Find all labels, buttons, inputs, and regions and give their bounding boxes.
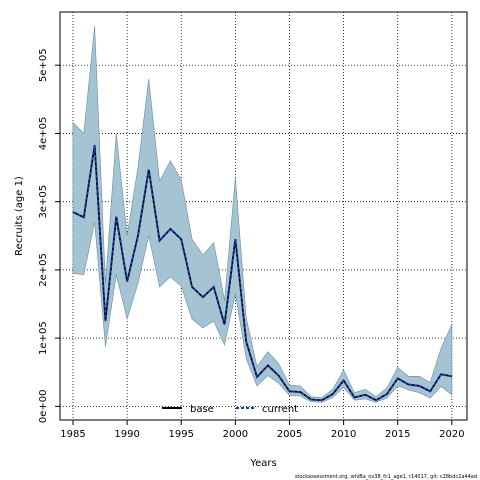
legend: base current [162,404,298,415]
y-tick-label: 5e+05 [38,48,49,82]
y-tick-label: 2e+05 [38,253,49,287]
legend-base-label: base [190,404,214,415]
footer-note: stockassessment.org, whiBa_ov38_fc1_age1… [295,474,477,480]
x-tick-label: 2010 [331,429,356,440]
plot-frame [59,11,468,421]
legend-current-label: current [262,404,298,415]
confidence-band-group [72,26,453,403]
x-tick-label: 2005 [277,429,302,440]
series-lines [72,144,453,402]
y-tick-label: 3e+05 [38,185,49,219]
x-tick-label: 1995 [169,429,194,440]
y-tick-label: 0e+00 [38,390,49,424]
x-axis-label: Years [249,458,276,469]
x-tick-label: 2020 [439,429,464,440]
y-axis: 0e+00 1e+05 2e+05 3e+05 4e+05 5e+05 [38,48,60,423]
x-tick-label: 2015 [385,429,410,440]
series-line-current [72,144,453,402]
y-axis-label: Recruits (age 1) [14,176,25,256]
x-axis: 1985 1990 1995 2000 2005 2010 2015 2020 [60,420,465,440]
x-tick-label: 1985 [60,429,85,440]
confidence-band [72,26,453,403]
y-tick-label: 1e+05 [38,321,49,355]
x-tick-label: 2000 [223,429,248,440]
x-tick-label: 1990 [114,429,139,440]
y-tick-label: 4e+05 [38,117,49,151]
